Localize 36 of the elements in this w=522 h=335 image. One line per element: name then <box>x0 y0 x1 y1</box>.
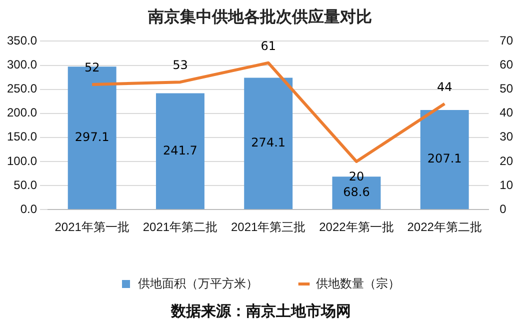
data-label: 53 <box>172 58 188 72</box>
y2-tick-label: 30 <box>500 130 514 144</box>
legend-label: 供地数量（宗） <box>316 276 400 290</box>
source-note: 数据来源：南京土地市场网 <box>170 302 352 321</box>
x-tick-label: 2021年第一批 <box>54 220 130 234</box>
x-tick-label: 2021年第二批 <box>142 220 218 234</box>
y-tick-label: 100.0 <box>7 154 38 168</box>
y2-tick-label: 40 <box>500 106 514 120</box>
bar <box>420 110 469 210</box>
y2-tick-label: 20 <box>500 154 514 168</box>
y-tick-label: 0.0 <box>20 202 38 216</box>
x-tick-label: 2022年第一批 <box>319 220 394 234</box>
data-label: 274.1 <box>251 136 286 150</box>
y-tick-label: 350.0 <box>7 34 38 48</box>
bar <box>156 93 204 210</box>
y2-tick-label: 60 <box>500 58 514 72</box>
y-tick-label: 200.0 <box>7 106 38 120</box>
bar <box>244 78 293 210</box>
y2-tick-label: 0 <box>500 202 507 216</box>
y-tick-label: 300.0 <box>7 58 38 72</box>
chart-title: 南京集中供地各批次供应量对比 <box>147 6 372 26</box>
y2-tick-label: 50 <box>500 82 514 96</box>
data-label: 297.1 <box>74 130 110 144</box>
y-tick-label: 250.0 <box>7 82 38 96</box>
data-label: 61 <box>260 38 276 53</box>
y2-tick-label: 10 <box>500 178 514 192</box>
x-tick-label: 2022年第二批 <box>407 220 482 234</box>
data-label: 241.7 <box>163 143 198 158</box>
legend-label: 供地面积（万平方米） <box>138 276 258 290</box>
x-tick-label: 2021年第三批 <box>230 220 306 234</box>
y-tick-label: 50.0 <box>14 178 38 192</box>
data-label: 207.1 <box>427 152 462 166</box>
y-tick-label: 150.0 <box>7 130 38 144</box>
data-label: 68.6 <box>343 184 370 199</box>
data-label: 44 <box>436 80 452 94</box>
y2-tick-label: 70 <box>500 34 514 48</box>
